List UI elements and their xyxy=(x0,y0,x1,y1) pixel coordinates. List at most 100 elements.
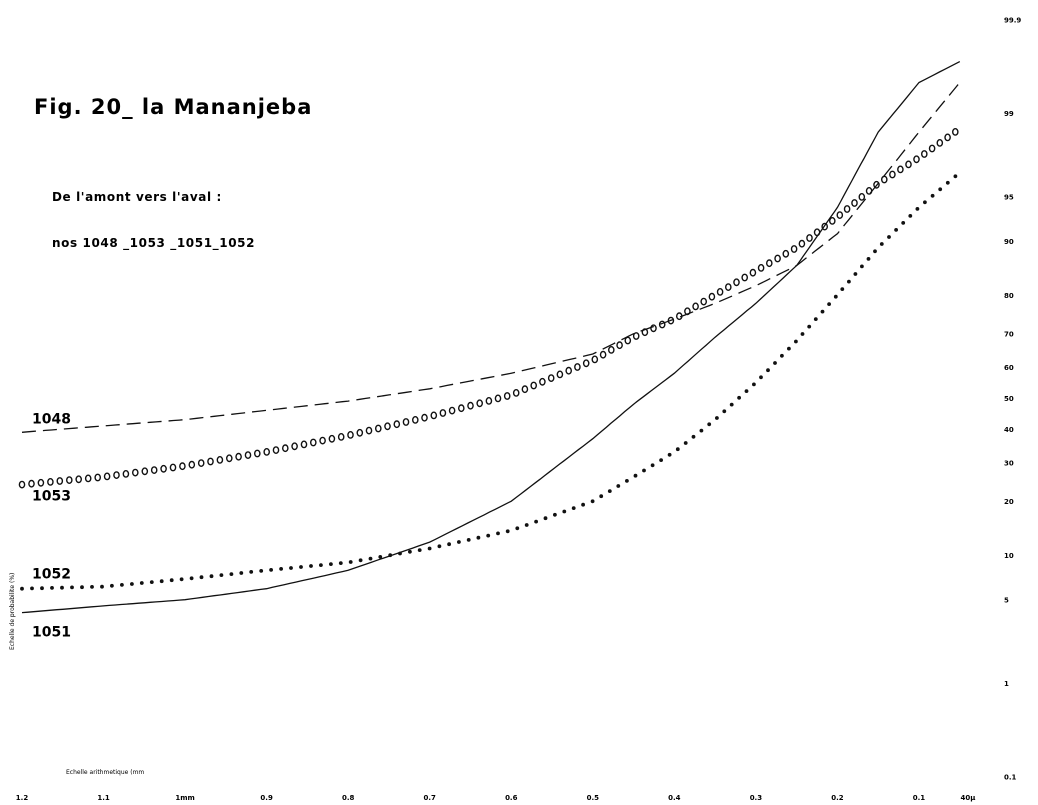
series-point-1053 xyxy=(337,432,345,441)
series-point-1052 xyxy=(505,529,510,534)
series-point-1052 xyxy=(515,526,520,531)
series-point-1053 xyxy=(365,426,373,435)
series-point-1053 xyxy=(725,283,732,291)
series-point-1052 xyxy=(417,548,422,552)
series-point-1053 xyxy=(207,457,214,466)
series-point-1053 xyxy=(300,440,308,449)
series-point-1053 xyxy=(291,442,298,451)
series-point-1052 xyxy=(388,553,393,558)
x-tick-label-10: 0.2 xyxy=(831,794,844,802)
chart-subtitle-1: De l'amont vers l'aval : xyxy=(52,190,222,204)
series-point-1053 xyxy=(676,312,683,321)
series-point-1053 xyxy=(700,297,708,306)
series-point-1053 xyxy=(47,477,54,486)
series-point-1052 xyxy=(766,368,770,373)
series-point-1053 xyxy=(347,430,354,439)
series-point-1052 xyxy=(833,294,838,299)
series-point-1053 xyxy=(928,144,936,153)
series-point-1052 xyxy=(901,221,906,225)
series-point-1052 xyxy=(616,484,621,488)
series-point-1052 xyxy=(908,214,913,218)
series-point-1052 xyxy=(329,562,333,566)
series-point-1052 xyxy=(219,573,224,577)
series-point-1053 xyxy=(457,404,465,413)
series-point-1052 xyxy=(40,586,44,591)
series-point-1052 xyxy=(338,561,343,565)
series-point-1053 xyxy=(782,249,790,258)
series-point-1052 xyxy=(607,489,612,493)
series-point-1053 xyxy=(494,394,502,403)
series-point-1052 xyxy=(945,180,950,185)
series-point-1052 xyxy=(457,540,461,544)
series-point-1053 xyxy=(402,418,410,426)
series-point-1053 xyxy=(309,438,317,447)
series-point-1052 xyxy=(759,375,763,380)
series-point-1052 xyxy=(476,535,481,540)
series-point-1052 xyxy=(30,586,34,591)
series-point-1053 xyxy=(641,328,649,337)
series-label-1053: 1053 xyxy=(32,489,71,505)
series-point-1052 xyxy=(599,494,604,499)
series-1051 xyxy=(21,61,961,614)
series-point-1053 xyxy=(384,422,391,431)
series-point-1052 xyxy=(794,339,798,344)
series-point-1052 xyxy=(667,452,672,457)
series-point-1052 xyxy=(543,516,548,521)
series-point-1052 xyxy=(149,580,154,584)
series-point-1053 xyxy=(547,374,555,382)
series-point-1053 xyxy=(179,462,186,471)
y-tick-label-6: 60 xyxy=(1004,364,1014,372)
series-point-1052 xyxy=(120,583,124,587)
series-point-1052 xyxy=(773,361,777,365)
series-point-1052 xyxy=(699,428,704,433)
series-point-1053 xyxy=(66,476,73,484)
series-point-1052 xyxy=(752,382,756,387)
series-point-1052 xyxy=(581,502,585,507)
series-point-1053 xyxy=(485,396,493,405)
series-label-1052: 1052 xyxy=(32,567,71,583)
series-point-1053 xyxy=(113,471,120,479)
series-point-1053 xyxy=(858,192,866,201)
series-point-1053 xyxy=(56,477,64,485)
series-point-1053 xyxy=(905,160,912,169)
series-point-1052 xyxy=(915,207,920,211)
series-point-1053 xyxy=(244,451,252,459)
series-point-1053 xyxy=(169,463,177,472)
y-tick-label-7: 50 xyxy=(1004,395,1014,403)
series-point-1052 xyxy=(953,174,958,179)
series-point-1052 xyxy=(189,576,194,581)
series-point-1053 xyxy=(216,455,224,464)
series-point-1052 xyxy=(562,509,567,514)
series-point-1053 xyxy=(582,359,590,368)
series-point-1053 xyxy=(319,436,326,445)
series-point-1053 xyxy=(591,355,599,364)
series-point-1053 xyxy=(37,478,45,487)
series-point-1052 xyxy=(642,468,646,473)
series-point-1052 xyxy=(239,571,244,575)
series-1053 xyxy=(18,127,959,489)
series-point-1053 xyxy=(774,254,781,263)
series-point-1053 xyxy=(897,165,904,174)
series-point-1053 xyxy=(851,199,858,207)
series-point-1053 xyxy=(829,216,836,225)
series-point-1053 xyxy=(476,399,484,408)
y-tick-label-4: 80 xyxy=(1004,292,1014,300)
series-point-1052 xyxy=(780,353,784,358)
series-point-1052 xyxy=(722,409,727,414)
series-point-1052 xyxy=(229,572,234,576)
series-point-1052 xyxy=(130,582,134,586)
series-point-1053 xyxy=(692,302,699,311)
series-label-1048: 1048 xyxy=(32,411,71,427)
series-point-1053 xyxy=(806,234,813,242)
series-point-1052 xyxy=(840,287,845,291)
series-point-1052 xyxy=(269,568,273,572)
series-point-1052 xyxy=(807,324,812,329)
series-point-1052 xyxy=(60,585,64,590)
series-point-1052 xyxy=(887,235,891,239)
series-point-1052 xyxy=(866,257,871,261)
series-point-1052 xyxy=(299,565,303,569)
series-point-1052 xyxy=(650,463,655,468)
x-tick-label-0: 1.2 xyxy=(16,794,29,802)
x-tick-label-3: 0.9 xyxy=(260,794,273,802)
series-point-1053 xyxy=(921,150,928,158)
